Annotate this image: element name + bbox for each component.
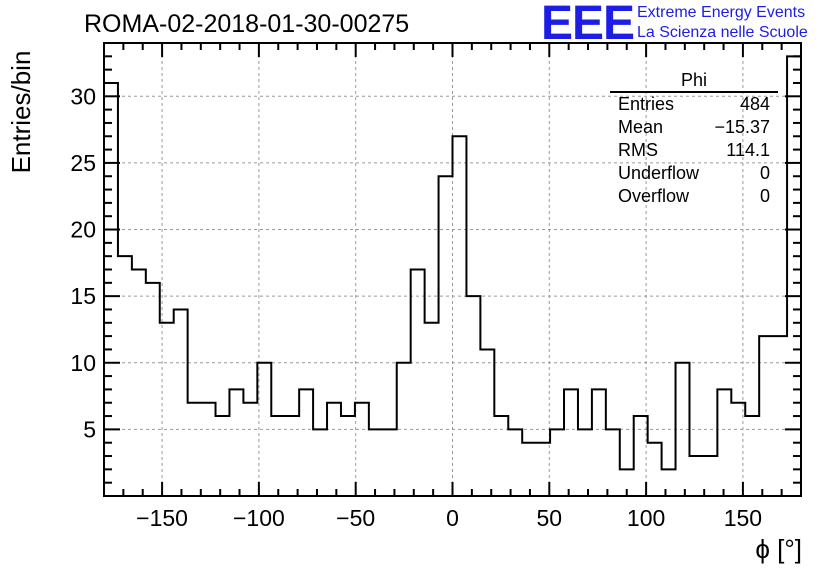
stats-label: Mean (618, 117, 664, 137)
stats-box: Phi Entries 484 Mean −15.37 RMS 114.1 Under… (610, 70, 778, 208)
stats-value: 0 (759, 186, 770, 206)
y-tick-labels: 5 10 15 20 25 30 (70, 83, 96, 442)
stats-label: Entries (618, 94, 675, 114)
x-tick-label: 0 (446, 505, 459, 531)
stats-value: 114.1 (726, 140, 770, 160)
stats-row: Underflow 0 (610, 162, 778, 185)
stats-title: Phi (610, 70, 778, 93)
eee-logo: EEE (541, 0, 635, 50)
stats-label: RMS (618, 140, 658, 160)
stats-row: Mean −15.37 (610, 116, 778, 139)
stats-row: Overflow 0 (610, 185, 778, 208)
x-axis-label: ϕ [°] (755, 534, 802, 564)
stats-label: Overflow (618, 186, 690, 206)
y-tick-label: 5 (83, 416, 96, 442)
y-tick-label: 15 (70, 283, 96, 309)
stats-label: Underflow (618, 163, 700, 183)
x-tick-label: 100 (627, 505, 665, 531)
x-tick-labels: −150 −100 −50 0 50 100 150 (136, 505, 762, 531)
axis-ticks (104, 43, 801, 496)
logo-caption-line2: La Scienza nelle Scuole (637, 24, 808, 41)
logo-caption-line1: Extreme Energy Events (637, 4, 806, 21)
y-axis-label: Entries/bin (6, 51, 36, 174)
x-tick-label: −100 (233, 505, 285, 531)
x-tick-label: 50 (537, 505, 563, 531)
x-tick-label: 150 (724, 505, 762, 531)
stats-row: RMS 114.1 (610, 139, 778, 162)
y-tick-label: 20 (70, 217, 96, 243)
page-title: ROMA-02-2018-01-30-00275 (84, 10, 410, 38)
x-tick-label: −150 (136, 505, 188, 531)
y-tick-label: 30 (70, 83, 96, 109)
stats-row: Entries 484 (610, 93, 778, 116)
logo-caption: Extreme Energy Events La Scienza nelle S… (637, 3, 808, 43)
stats-value: 0 (759, 163, 770, 183)
y-tick-label: 10 (70, 350, 96, 376)
stats-value: 484 (739, 94, 770, 114)
histogram-line (104, 55, 801, 471)
x-tick-label: −50 (336, 505, 375, 531)
y-tick-label: 25 (70, 150, 96, 176)
stats-value: −15.37 (714, 117, 770, 137)
